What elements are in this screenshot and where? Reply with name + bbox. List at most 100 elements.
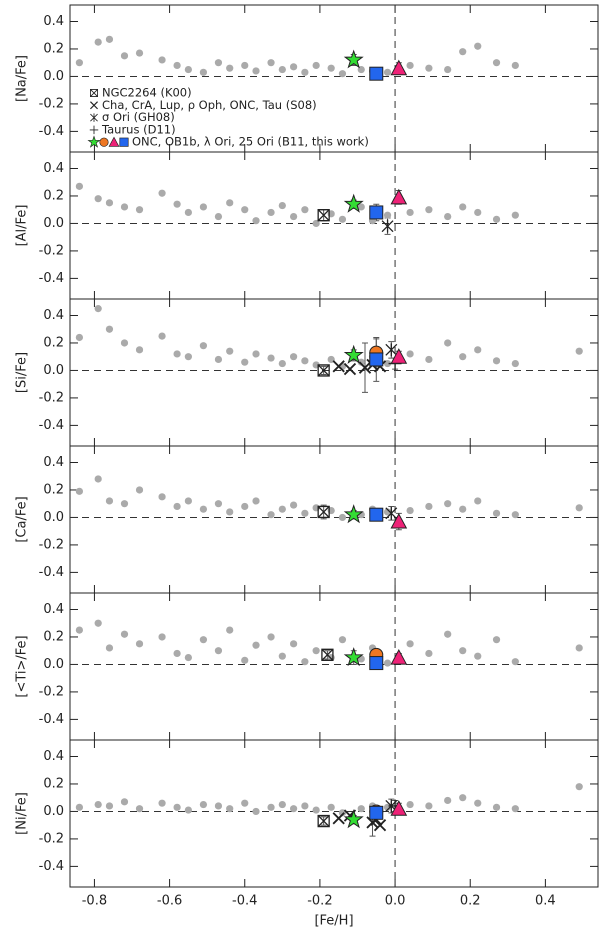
field-star [120, 630, 129, 638]
field-star [459, 794, 467, 802]
field-star [214, 647, 223, 655]
field-star [252, 350, 260, 358]
field-star [338, 70, 347, 78]
y-tick-label: 0.2 [43, 188, 64, 203]
field-star [158, 189, 166, 197]
marker-square [369, 352, 384, 367]
field-star [278, 359, 286, 368]
field-star [241, 61, 249, 70]
field-star [290, 63, 298, 71]
x-tick-label: 0.2 [460, 894, 481, 909]
field-star [135, 805, 144, 813]
marker-triangle [390, 513, 408, 529]
field-star [444, 796, 452, 805]
field-star [301, 658, 309, 666]
legend-marker [90, 101, 98, 110]
field-star [158, 633, 166, 641]
field-star [474, 652, 482, 660]
field-star [338, 636, 347, 644]
y-tick-label: 0.4 [43, 161, 64, 176]
field-star [406, 800, 414, 809]
y-tick-label: 0.2 [43, 335, 64, 350]
legend-marker [87, 135, 101, 148]
marker-triangle [390, 800, 408, 816]
field-star [327, 803, 335, 811]
field-star [199, 505, 208, 513]
field-star [290, 212, 298, 221]
legend-marker [119, 137, 129, 147]
field-star [120, 203, 129, 211]
field-star [278, 652, 286, 660]
field-star [214, 212, 223, 221]
field-star [444, 339, 452, 347]
field-star [511, 805, 519, 813]
x-tick-label: -0.6 [157, 894, 182, 909]
field-star [226, 626, 234, 634]
marker-square [369, 507, 384, 522]
legend-label: Taurus (D11) [101, 122, 176, 136]
field-star [474, 208, 482, 217]
marker-boxed-x [321, 648, 334, 661]
marker-x [373, 819, 387, 832]
y-tick-label: 0.0 [43, 510, 64, 525]
field-star [459, 505, 467, 513]
field-star [75, 59, 83, 67]
y-tick-label: 0.2 [43, 482, 64, 497]
field-star [199, 68, 208, 76]
field-star [511, 658, 519, 666]
field-star [474, 799, 482, 807]
field-star [199, 342, 208, 350]
field-star [511, 211, 519, 219]
y-axis-label: [Al/Fe] [15, 205, 30, 247]
field-star [94, 619, 102, 627]
field-star [459, 353, 467, 361]
y-tick-label: 0.2 [43, 629, 64, 644]
marker-star [343, 647, 364, 667]
y-tick-label: 0.0 [43, 804, 64, 819]
field-star [425, 206, 433, 214]
field-star [184, 208, 192, 217]
y-axis-label: [Ca/Fe] [15, 496, 30, 542]
field-star [173, 803, 181, 811]
marker-star [343, 504, 364, 524]
y-tick-label: 0.4 [43, 308, 64, 323]
marker-asterisk [381, 219, 394, 233]
field-star [301, 802, 309, 810]
field-star [252, 497, 260, 505]
x-axis-label: [Fe/H] [314, 914, 353, 929]
y-tick-label: 0.0 [43, 657, 64, 672]
y-tick-label: 0.0 [43, 363, 64, 378]
y-tick-label: -0.2 [39, 96, 64, 111]
field-star [301, 68, 309, 76]
field-star [226, 805, 234, 813]
marker-asterisk [385, 343, 398, 357]
legend-marker [108, 136, 120, 147]
y-axis-label: [Na/Fe] [15, 55, 30, 102]
field-star [94, 475, 102, 483]
y-tick-label: 0.0 [43, 69, 64, 84]
field-star [120, 798, 129, 806]
field-star [290, 501, 298, 509]
field-star [241, 358, 249, 366]
legend-marker [89, 125, 99, 135]
field-star [94, 305, 102, 313]
field-star [290, 640, 298, 648]
field-star [214, 500, 223, 508]
field-star [105, 325, 114, 333]
field-star [173, 200, 181, 208]
y-tick-label: 0.4 [43, 602, 64, 617]
marker-boxed-x [317, 505, 330, 519]
field-star [312, 61, 320, 70]
legend-label: NGC2264 (K00) [102, 86, 192, 100]
field-star [425, 64, 433, 72]
field-star [105, 644, 114, 652]
marker-square [369, 205, 384, 220]
field-star [278, 65, 286, 74]
field-star [425, 355, 433, 364]
field-star [327, 64, 335, 72]
field-star [94, 38, 102, 46]
y-tick-label: -0.2 [39, 243, 64, 258]
y-tick-label: 0.2 [43, 776, 64, 791]
field-star [301, 509, 309, 517]
